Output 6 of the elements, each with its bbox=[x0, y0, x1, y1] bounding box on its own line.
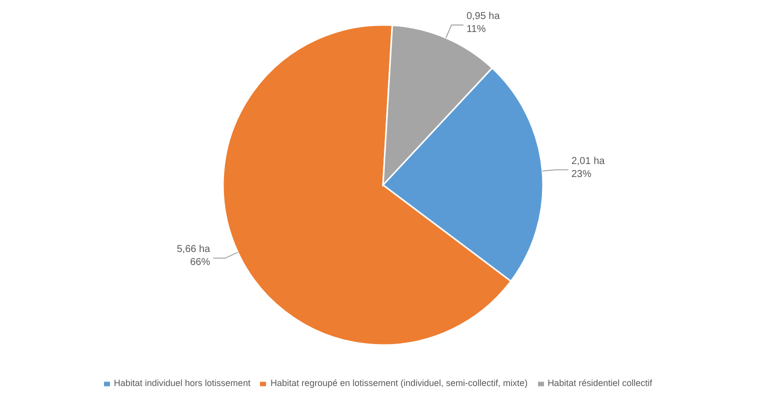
data-label: 5,66 ha 66% bbox=[176, 244, 211, 268]
legend-label: Habitat individuel hors lotissement bbox=[114, 378, 250, 388]
legend-label: Habitat regroupé en lotissement (individuel, semi-collectif, mixte) bbox=[270, 378, 528, 388]
legend-label: Habitat résidentiel collectif bbox=[548, 378, 652, 388]
data-label: 0,95 ha 11% bbox=[466, 11, 500, 36]
data-label: 2,01 ha 23% bbox=[571, 156, 606, 180]
